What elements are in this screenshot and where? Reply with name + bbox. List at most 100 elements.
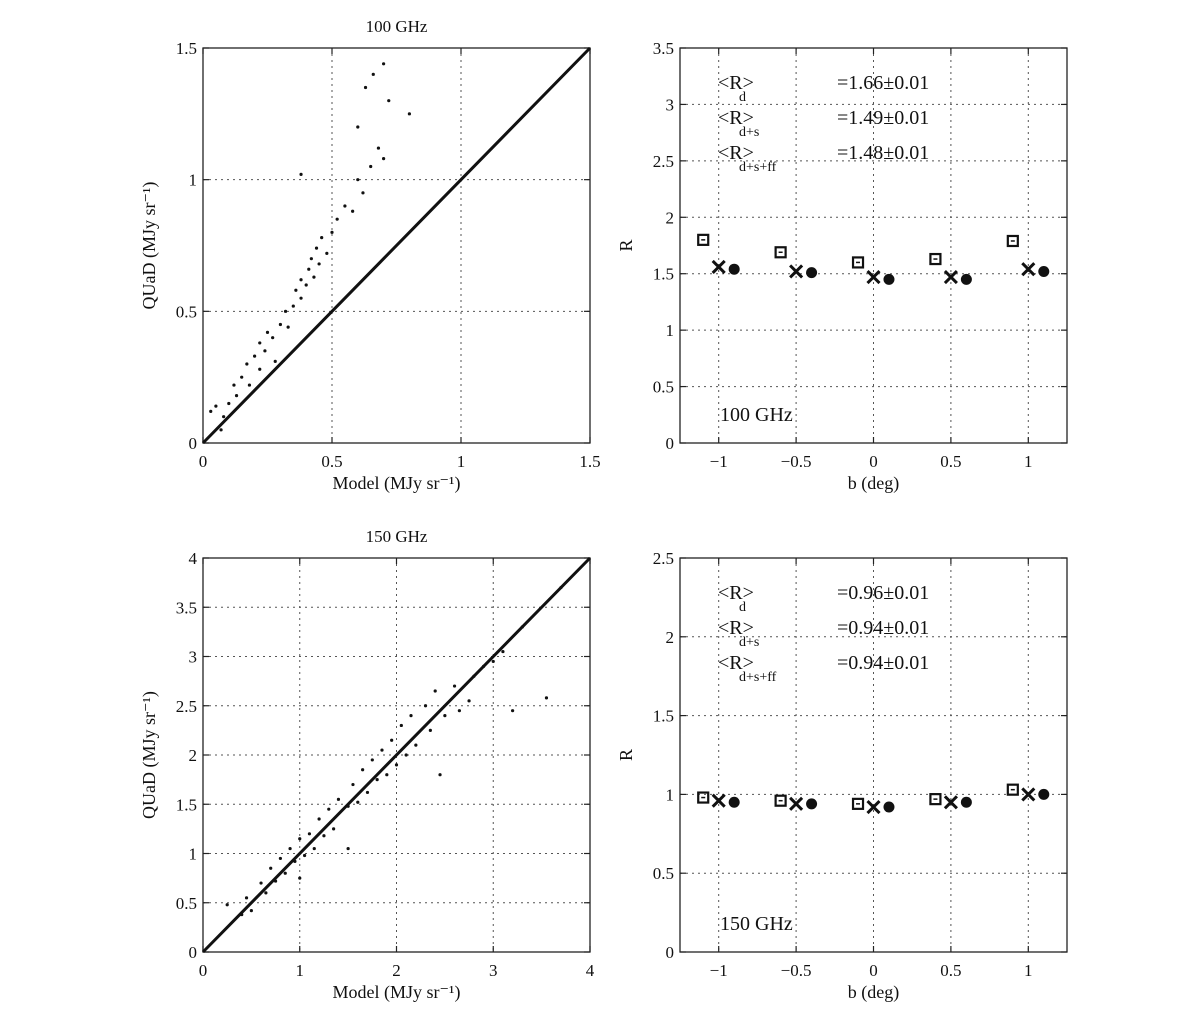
ratio-dust-marker [697,791,710,804]
data-point [423,704,428,708]
data-point [322,834,326,838]
data-point [298,837,302,841]
data-point [467,699,471,703]
x-tick-label: 0 [199,961,208,980]
data-point [240,375,244,379]
data-point [346,804,350,808]
data-point [264,891,268,895]
ratio-dust-sync-marker [866,270,881,285]
stat-subscript: d+s+ff [739,670,777,685]
data-point [278,322,282,327]
data-point [258,341,262,345]
data-point [317,817,321,821]
data-point [385,773,389,777]
stat-value: =1.66±0.01 [837,72,929,94]
ratio-dust-sync-marker [866,799,881,815]
ratio-150ghz-panel: −1 −0.5 0 0.5 100.511.522.5b (deg)R<R>d=0.96… [616,549,1068,1003]
scatter-100ghz-panel: 0 0.5 1 1.5 0 0.5 1 1.5 Model (MJy sr⁻¹) QUaD (MJ… [139,17,601,494]
data-point [298,876,302,880]
frequency-annotation: 100 GHz [720,404,793,426]
x-tick-label: 0.5 [940,961,961,980]
x-tick-label: 4 [586,961,595,980]
stat-label: <R> [718,652,754,674]
x-tick-label: 0 [199,452,208,471]
data-point [371,72,375,76]
data-point [407,112,411,116]
data-point [247,383,252,387]
ratio-100ghz-panel: −1 −0.5 0 0.5 100.511.522.533.5b (deg)R<R>d=… [616,39,1068,494]
data-point [520,625,524,629]
stat-subscript: d [739,90,746,105]
plot-frame [202,557,591,953]
ratio-dust-sync-ff-marker [728,263,740,275]
data-point [343,204,347,208]
data-point [320,236,324,240]
stat-value: =0.94±0.01 [837,652,929,674]
y-tick-label: 2.5 [653,152,674,171]
ratio-dust-sync-marker [1021,787,1036,802]
data-point [361,768,365,772]
data-point [356,178,360,182]
x-tick-label: 1 [296,961,305,980]
data-point [283,309,288,313]
y-tick-label: 1.5 [653,265,674,284]
data-point [414,743,418,747]
ratio-dust-sync-marker [711,793,726,808]
ratio-dust-sync-ff-marker [728,796,740,808]
stat-label: <R> [718,107,754,129]
stat-subscript: d+s [739,635,759,650]
data-point [330,230,334,234]
stat-subscript: d+s+ff [739,160,777,175]
y-axis-label: QUaD (MJy sr⁻¹) [139,691,160,819]
ratio-dust-sync-ff-marker [960,273,972,285]
data-point [222,415,226,419]
data-point [307,832,312,836]
ratio-dust-marker [929,252,942,266]
data-point [404,753,408,757]
y-axis-label: R [616,749,636,761]
data-point [269,866,273,870]
y-tick-label: 1 [666,785,675,804]
data-point [302,853,307,858]
ratio-dust-sync-ff-marker [1038,788,1050,800]
data-point [390,738,394,742]
plot-frame [679,557,1068,953]
data-point [363,85,368,90]
scatter-150ghz-panel: 0 1 2 3 4 0 0.5 1 1.5 2 2.5 3 3.5 4 Model (MJy sr⁻¹) QU… [139,527,595,1003]
y-tick-label: 0 [666,434,675,453]
data-point [227,401,231,406]
data-point [232,383,236,387]
x-tick-label: 0.5 [321,452,342,471]
data-point [271,336,275,340]
data-point [501,649,505,654]
ratio-dust-sync-ff-marker [806,798,818,810]
stat-value: =1.49±0.01 [837,107,929,129]
plot-frame [679,47,1068,444]
data-point [225,903,229,907]
x-tick-label: −0.5 [781,961,812,980]
ratio-dust-sync-ff-marker [806,267,818,279]
data-point [209,409,213,413]
y-tick-label: 1 [189,171,198,190]
data-point [452,684,457,688]
y-tick-label: 0 [666,943,675,962]
data-point [325,251,329,255]
ratio-dust-marker [774,246,787,259]
one-to-one-line [201,46,592,445]
y-tick-label: 1.5 [176,39,197,58]
data-point [304,283,308,287]
data-point [481,664,486,668]
stat-label: <R> [718,72,754,94]
data-point [312,846,316,851]
data-point [336,797,341,801]
y-tick-label: 3 [666,95,675,114]
y-tick-label: 1 [189,845,198,864]
x-tick-label: 1.5 [579,452,600,471]
x-tick-label: 0.5 [940,452,961,471]
y-tick-label: 0.5 [653,864,674,883]
y-tick-label: 3.5 [653,39,674,58]
data-point [273,359,277,363]
data-point [382,157,386,161]
ratio-dust-sync-ff-marker [1038,265,1050,277]
data-point [559,585,563,590]
